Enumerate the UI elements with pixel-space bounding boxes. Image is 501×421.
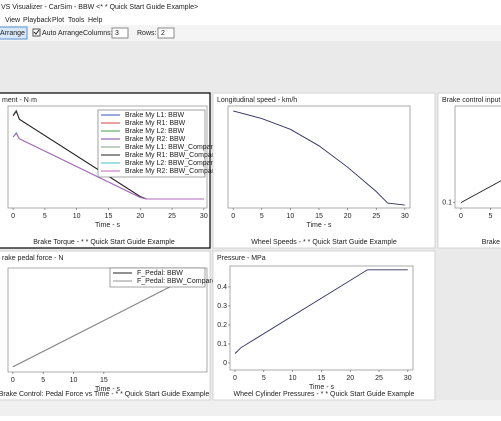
menu-item[interactable]: Help xyxy=(88,17,103,24)
x-tick-label: 25 xyxy=(168,213,176,220)
x-tick-label: 10 xyxy=(73,213,81,220)
arrange-button[interactable] xyxy=(0,26,28,40)
y-tick-label: 0 xyxy=(223,360,227,367)
legend-label: Brake My L1: BBW xyxy=(125,112,185,119)
chart-title: Brake control input (M xyxy=(442,97,501,104)
y-tick-label: 0.1 xyxy=(442,199,452,206)
x-tick-label: 20 xyxy=(344,213,352,220)
status-bar xyxy=(0,400,501,416)
x-tick-label: 25 xyxy=(375,375,383,382)
plot-area xyxy=(229,265,414,371)
columns-value: 3 xyxy=(115,30,119,37)
x-tick-label: 15 xyxy=(100,377,108,384)
rows-label: Rows: xyxy=(137,30,157,37)
x-tick-label: 0 xyxy=(11,213,15,220)
x-tick-label: 15 xyxy=(105,213,113,220)
chart-caption: Brake Control: M xyxy=(482,239,501,246)
x-tick-label: 15 xyxy=(315,213,323,220)
chart-caption: Brake Torque - * * Quick Start Guide Exa… xyxy=(33,239,175,246)
x-tick-label: 5 xyxy=(489,213,493,220)
chart-title: rake pedal force - N xyxy=(2,255,63,262)
x-axis-label: Time - s xyxy=(95,386,121,393)
data-line xyxy=(460,180,501,203)
legend-label: Brake My R2: BBW_Compare xyxy=(125,168,218,175)
x-tick-label: 10 xyxy=(289,375,297,382)
x-tick-label: 5 xyxy=(41,377,45,384)
check-mark xyxy=(33,29,40,35)
x-axis-label: Time - s xyxy=(309,384,335,391)
plot-area xyxy=(454,105,501,209)
arrange-label: Arrange xyxy=(0,30,25,37)
y-tick-label: 0.2 xyxy=(217,322,227,329)
legend-label: Brake My R1: BBW xyxy=(125,120,186,127)
legend xyxy=(109,267,206,288)
rows-value: 2 xyxy=(161,30,165,37)
menu-item[interactable]: View xyxy=(5,17,21,24)
legend-label: Brake My L2: BBW_Compare xyxy=(125,160,217,167)
columns-label: Columns: xyxy=(83,30,113,37)
x-tick-label: 30 xyxy=(401,213,409,220)
x-tick-label: 5 xyxy=(260,213,264,220)
x-tick-label: 0 xyxy=(231,213,235,220)
x-tick-label: 5 xyxy=(262,375,266,382)
chart-caption: Wheel Cylinder Pressures - * * Quick Sta… xyxy=(234,391,415,398)
data-line xyxy=(233,110,405,206)
x-tick-label: 30 xyxy=(200,213,208,220)
x-axis-label: Time - s xyxy=(306,222,332,229)
x-tick-label: 15 xyxy=(318,375,326,382)
x-tick-label: 10 xyxy=(70,377,78,384)
chart-caption: Brake Control: Pedal Force vs Time - * *… xyxy=(0,391,209,398)
x-tick-label: 20 xyxy=(346,375,354,382)
chart-caption: Wheel Speeds - * * Quick Start Guide Exa… xyxy=(251,239,397,246)
menu-bar xyxy=(0,14,501,25)
x-tick-label: 0 xyxy=(233,375,237,382)
legend-label: Brake My R2: BBW xyxy=(125,136,186,143)
x-tick-label: 20 xyxy=(136,213,144,220)
title-bar xyxy=(0,0,501,14)
x-tick-label: 30 xyxy=(404,375,412,382)
x-tick-label: 10 xyxy=(286,213,294,220)
plot-area xyxy=(227,105,411,209)
chart-title: Pressure - MPa xyxy=(217,255,266,262)
x-tick-label: 5 xyxy=(43,213,47,220)
legend-label: Brake My R1: BBW_Compare xyxy=(125,152,218,159)
legend-label: F_Pedal: BBW xyxy=(137,270,183,277)
chart-title: ment - N·m xyxy=(2,97,37,104)
menu-item[interactable]: Tools xyxy=(68,17,85,24)
columns-spinbox[interactable] xyxy=(111,27,129,39)
data-line xyxy=(234,269,408,354)
menu-item[interactable]: Plot xyxy=(52,17,64,24)
auto-arrange-label: Auto Arrange xyxy=(42,30,83,37)
y-tick-label: 0.4 xyxy=(217,284,227,291)
y-tick-label: 0.3 xyxy=(217,303,227,310)
legend-label: Brake My L1: BBW_Compare xyxy=(125,144,217,151)
y-tick-label: 0.1 xyxy=(217,341,227,348)
series-line xyxy=(12,132,204,200)
legend-label: F_Pedal: BBW_Compare xyxy=(137,278,216,285)
x-tick-label: 0 xyxy=(11,377,15,384)
legend-label: Brake My L2: BBW xyxy=(125,128,185,135)
chart-title: Longitudinal speed - km/h xyxy=(217,97,297,104)
x-tick-label: 25 xyxy=(372,213,380,220)
x-axis-label: Time - s xyxy=(95,222,121,229)
rows-spinbox[interactable] xyxy=(157,27,175,39)
x-tick-label: 0 xyxy=(459,213,463,220)
legend xyxy=(97,109,206,178)
window-title: VS Visualizer - CarSim - BBW <* * Quick … xyxy=(1,4,198,11)
menu-item[interactable]: Playback xyxy=(23,17,52,24)
